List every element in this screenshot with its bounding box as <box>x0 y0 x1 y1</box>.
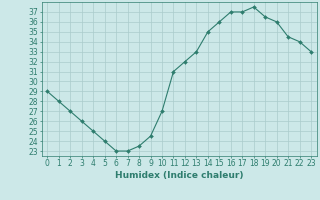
X-axis label: Humidex (Indice chaleur): Humidex (Indice chaleur) <box>115 171 244 180</box>
